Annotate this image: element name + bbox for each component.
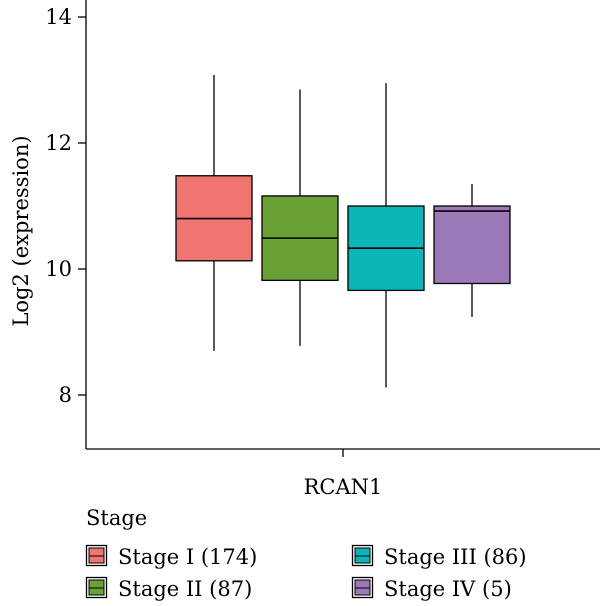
box-stage-4: [433, 183, 511, 317]
legend-key-frame: [351, 576, 374, 599]
legend-item: Stage IV (5): [351, 576, 512, 601]
legend-label: Stage IV (5): [384, 577, 512, 601]
legend-key-frame: [351, 544, 374, 567]
y-axis-label: Log2 (expression): [9, 135, 33, 326]
legend-item: Stage I (174): [85, 544, 257, 569]
y-tick-label: 14: [45, 5, 72, 29]
legend-item: Stage II (87): [85, 576, 252, 601]
legend-label: Stage III (86): [384, 545, 527, 569]
x-axis-label: RCAN1: [304, 475, 383, 499]
y-tick-label: 10: [45, 257, 72, 281]
legend-title: Stage: [86, 506, 147, 530]
iqr-box: [433, 205, 511, 285]
box-stage-1: [175, 74, 253, 351]
box-stage-3: [347, 83, 425, 388]
legend-key-frame: [85, 544, 108, 567]
y-tick-label: 12: [45, 131, 72, 155]
y-axis-ticks: 8 10 12 14: [45, 5, 86, 407]
legend-key-frame: [85, 576, 108, 599]
y-tick-label: 8: [59, 383, 72, 407]
legend: Stage I (174) Stage II (87) Stage III (86)…: [85, 544, 527, 601]
boxes: [175, 74, 511, 388]
legend-label: Stage I (174): [118, 545, 257, 569]
legend-item: Stage III (86): [351, 544, 527, 569]
legend-label: Stage II (87): [118, 577, 252, 601]
box-stage-2: [261, 89, 339, 346]
